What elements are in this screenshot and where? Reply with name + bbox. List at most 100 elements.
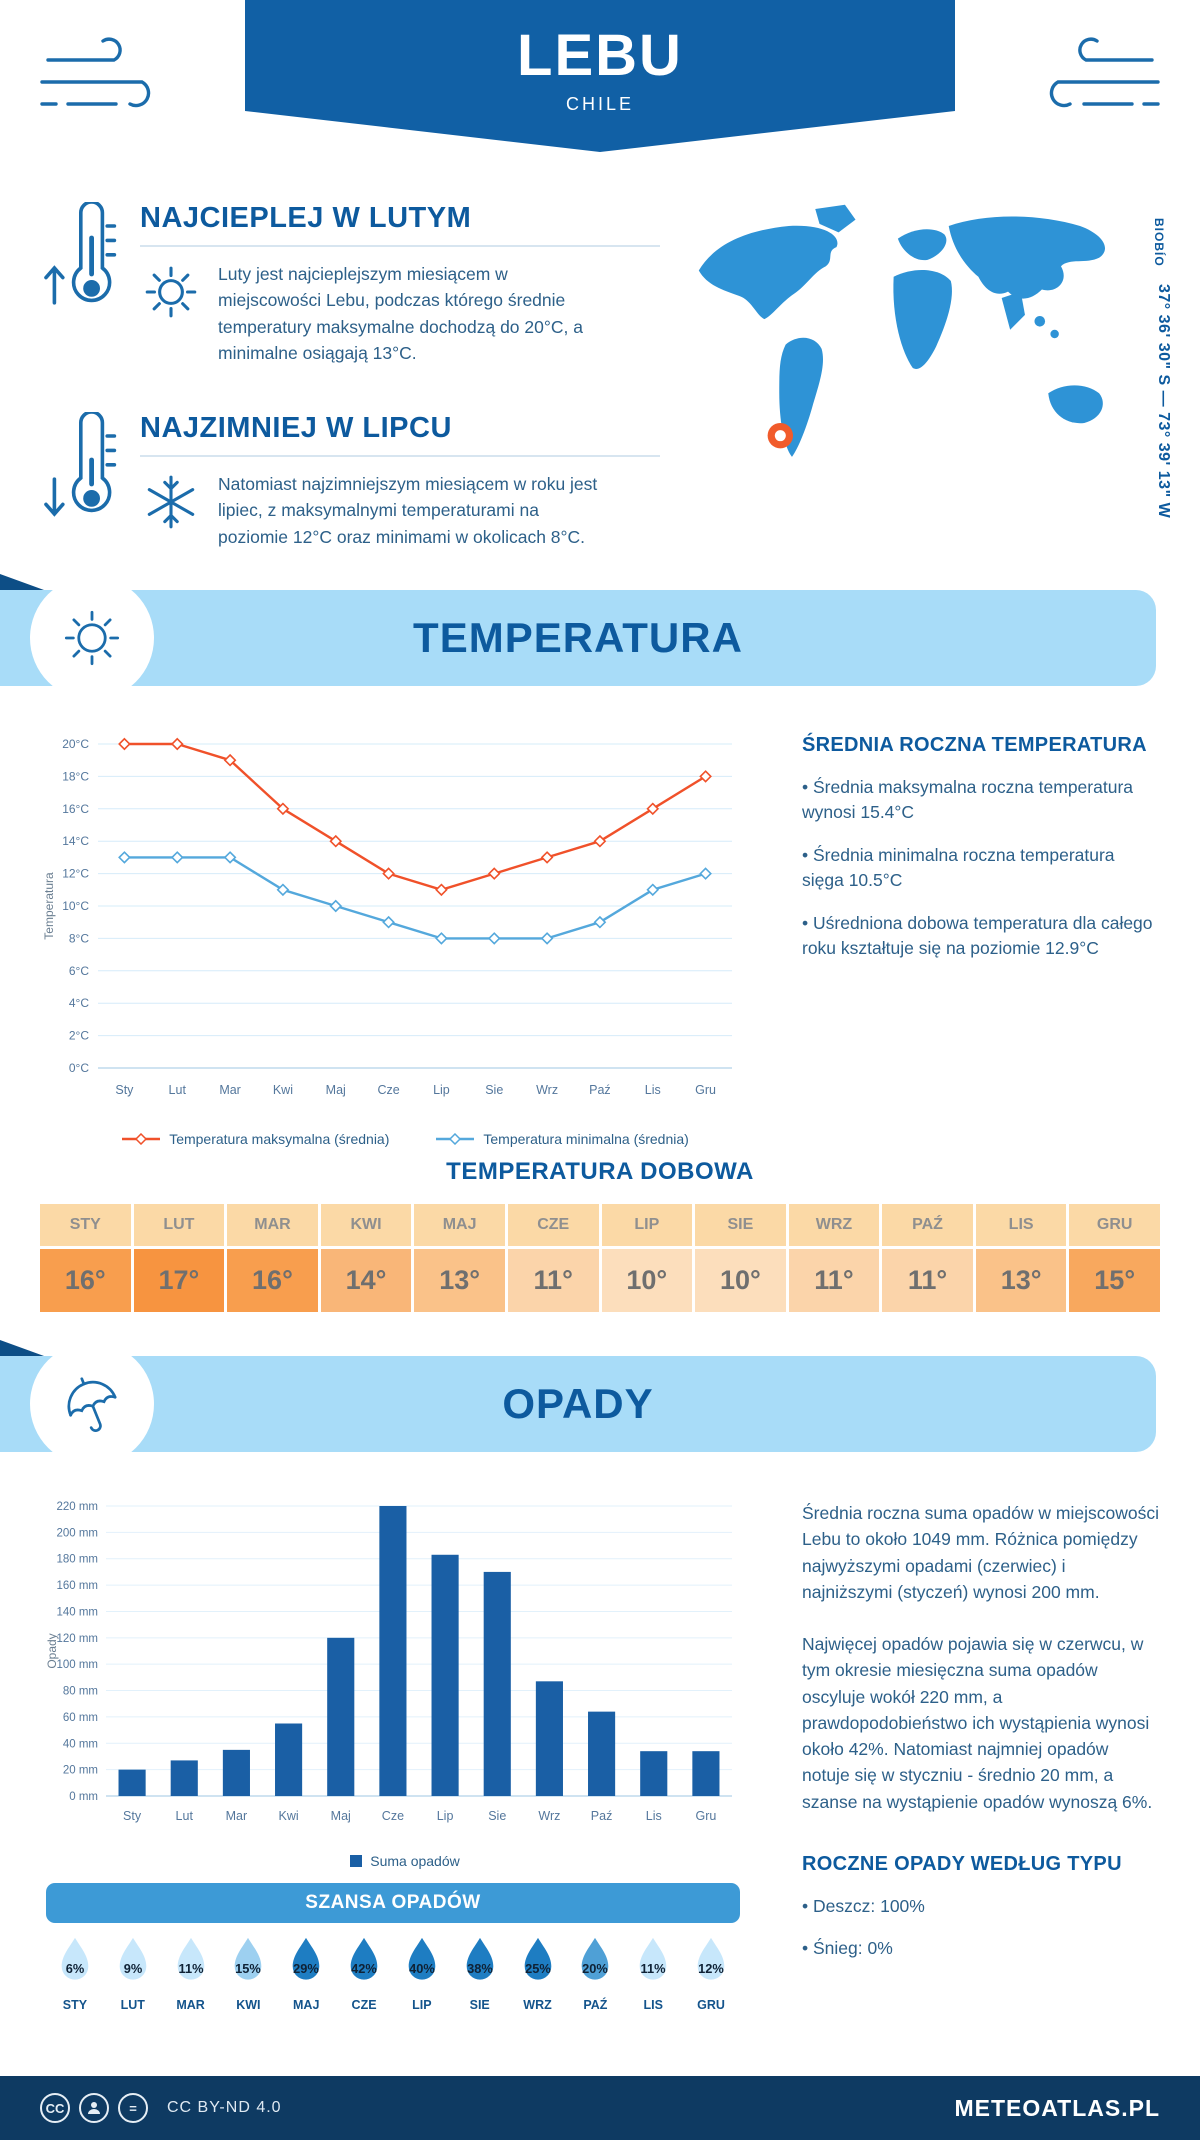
table-value-cell: 10° [601,1249,693,1312]
precipitation-type-bullets: Deszcz: 100% Śnieg: 0% [802,1894,1160,1962]
bar [222,1749,250,1796]
daily-temperature-title: TEMPERATURA DOBOWA [446,1158,754,1185]
data-marker [699,867,712,880]
table-value-cell: 11° [507,1249,599,1312]
table-value-cell: 11° [788,1249,880,1312]
bar [118,1769,146,1796]
water-drop-icon: 15% [235,1937,262,1980]
intro-section: NAJCIEPLEJ W LUTYM Luty jest najcieplejs… [40,192,1172,592]
bar [692,1751,720,1796]
table-header-cell: MAJ [414,1204,505,1246]
bar [379,1506,407,1796]
precipitation-type-heading: ROCZNE OPADY WEDŁUG TYPU [802,1852,1122,1875]
y-tick-label: 12°C [62,867,89,881]
chance-drop-cell: 11% LIS [624,1935,682,2012]
chance-value: 42% [351,1961,377,1976]
data-marker [435,883,448,897]
annual-temperature-bullet: Uśredniona dobowa temperatura dla całego… [802,911,1160,962]
chance-value: 25% [525,1961,551,1976]
precipitation-chart: 0 mm 20 mm 40 mm 60 mm 80 mm 100 mm 120 mm 140 … [45,1501,732,1823]
table-header-cell: STY [40,1204,131,1246]
chance-month-label: SIE [469,1998,490,2012]
brand-logo: METEOATLAS.PL [954,2094,1160,2121]
y-tick-label: 220 mm [56,1501,98,1513]
thermometer-down-icon [44,412,117,517]
precipitation-section-title: OPADY [502,1380,654,1427]
coldest-month-text: Natomiast najzimniejszym miesiącem w rok… [218,474,598,547]
y-tick-label: 80 mm [63,1686,98,1698]
warmest-month-text: Luty jest najcieplejszym miesiącem w mie… [218,264,583,363]
daily-temperature-table: STY LUT MAR KWI MAJ CZE LIP SIE WRZ PAŹ LIS GRU 16° 1… [40,1204,1160,1312]
temperature-section-title: TEMPERATURA [413,614,743,661]
bar [535,1681,563,1796]
footer: CC = CC BY-ND 4.0 METEOATLAS.PL [0,2076,1200,2140]
annual-temperature-bullet: Średnia maksymalna roczna temperatura wy… [802,775,1160,826]
chance-value: 11% [641,1961,667,1976]
table-header-cell: PAŹ [882,1204,973,1246]
chance-value: 9% [123,1961,142,1976]
bar [483,1571,511,1796]
x-tick-label: Sty [123,1809,142,1823]
table-value-cell: 16° [40,1249,131,1312]
bar [588,1711,616,1796]
data-marker [699,770,712,783]
chance-value: 20% [583,1961,609,1976]
chance-value: 15% [236,1961,262,1976]
data-marker [382,867,395,880]
data-marker [382,915,395,929]
chance-drop-cell: 12% GRU [682,1935,740,2012]
data-marker [646,883,660,897]
legend-label: Suma opadów [370,1853,460,1869]
data-marker [276,883,290,897]
water-drop-icon: 12% [697,1937,724,1980]
precipitation-paragraph: Najwięcej opadów pojawia się w czerwcu, … [802,1634,1153,1812]
chance-month-label: KWI [236,1998,261,2012]
y-tick-label: 40 mm [63,1738,98,1750]
y-tick-label: 4°C [69,996,89,1010]
y-tick-label: 18°C [62,769,89,783]
chance-drop-cell: 42% CZE [335,1935,393,2012]
chance-value: 38% [467,1961,493,1976]
data-marker [118,851,131,864]
water-drop-icon: 38% [466,1937,493,1980]
temperature-legend: Temperatura maksymalna (średnia) Temperat… [40,1131,770,1147]
x-tick-label: Mar [226,1809,248,1823]
y-tick-label: 120 mm [56,1633,98,1645]
snowflake-icon [147,475,195,529]
x-tick-label: Paź [591,1809,613,1823]
y-tick-label: 200 mm [56,1527,98,1539]
x-tick-label: Maj [326,1083,346,1097]
x-tick-label: Gru [695,1809,716,1823]
table-value-cell: 15° [1069,1249,1160,1312]
banner-fold [0,574,44,590]
chance-drop-cell: 15% KWI [219,1935,277,2012]
chance-month-label: MAJ [293,1998,320,2012]
chance-drop-cell: 9% LUT [104,1935,162,2012]
annual-temperature-bullets: Średnia maksymalna roczna temperatura wy… [802,775,1160,961]
x-tick-label: Kwi [279,1809,299,1823]
chance-drop-cell: 20% PAŹ [566,1935,624,2012]
chance-month-label: MAR [176,1998,205,2012]
x-tick-label: Lut [176,1809,194,1823]
chance-value: 6% [66,1961,85,1976]
data-marker [646,802,660,816]
temperature-section-banner: TEMPERATURA [0,574,1156,700]
cc-icon: CC [40,2093,70,2123]
precipitation-legend: Suma opadów [40,1853,770,1869]
precipitation-chance-banner: SZANSA OPADÓW [46,1883,740,1923]
chance-drop-cell: 6% STY [46,1935,104,2012]
precipitation-type-bullet: Śnieg: 0% [802,1936,1160,1961]
thermometer-up-icon [44,202,117,305]
bar [170,1760,198,1796]
precipitation-chart-column: 0 mm 20 mm 40 mm 60 mm 80 mm 100 mm 120 mm 140 … [40,1492,770,2012]
y-tick-label: 2°C [69,1029,89,1043]
x-tick-label: Gru [695,1083,716,1097]
table-header-cell: LUT [133,1204,225,1246]
temperature-chart: 0°C 2°C 4°C 6°C 8°C 10°C 12°C 14°C 16°C 18°C 20°C S… [42,737,732,1097]
legend-label: Temperatura maksymalna (średnia) [169,1131,390,1147]
precipitation-paragraph: Średnia roczna suma opadów w miejscowośc… [802,1503,1159,1602]
series-line [124,742,707,892]
chance-drop-cell: 40% LIP [393,1935,451,2012]
precipitation-content: 0 mm 20 mm 40 mm 60 mm 80 mm 100 mm 120 mm 140 … [40,1492,1160,2012]
